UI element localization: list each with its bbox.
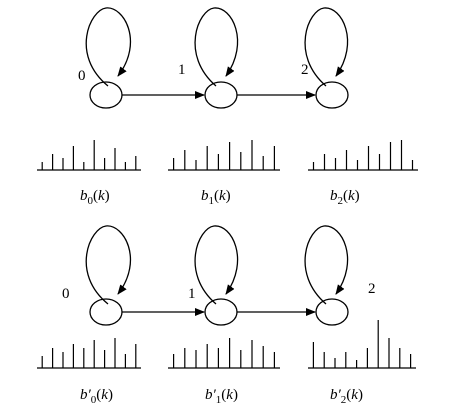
bottom-distribution-0 [37, 338, 141, 369]
top-state-2-node [315, 81, 349, 109]
top-state-0-label: 0 [78, 68, 86, 84]
top-self-loop-1 [194, 7, 239, 87]
top-self-loop-0 [85, 7, 132, 87]
bottom-self-loop-0 [85, 225, 132, 305]
caption-lparen: ( [93, 188, 98, 204]
caption-sub: 1 [216, 394, 222, 406]
caption-rparen: ) [105, 188, 110, 204]
bottom-state-1-node [204, 298, 238, 326]
bottom-state-2-node [315, 298, 349, 326]
caption-var: b [80, 188, 88, 204]
caption-arg: k [98, 188, 105, 204]
caption-sub: 2 [338, 195, 344, 207]
bottom-caption-1: b′1(k) [205, 387, 238, 406]
caption-lparen: ( [221, 387, 226, 403]
top-state-labels: 0 1 2 [78, 62, 309, 84]
caption-rparen: ) [355, 188, 360, 204]
bottom-state-labels: 0 1 2 [62, 281, 376, 302]
top-distribution-0 [37, 140, 141, 171]
caption-var: b [330, 387, 338, 403]
bottom-state-0-label: 0 [62, 286, 70, 302]
caption-arg: k [101, 387, 108, 403]
caption-prime: ′ [213, 387, 217, 403]
bottom-distribution-1 [168, 338, 280, 369]
caption-var: b [201, 188, 209, 204]
caption-var: b [330, 188, 338, 204]
bottom-state-2-label: 2 [368, 281, 376, 297]
caption-lparen: ( [343, 188, 348, 204]
bottom-caption-2: b′2(k) [330, 387, 363, 406]
caption-var: b [80, 387, 88, 403]
top-state-1-label: 1 [178, 62, 186, 78]
caption-sub: 1 [209, 195, 215, 207]
caption-lparen: ( [346, 387, 351, 403]
caption-rparen: ) [233, 387, 238, 403]
caption-sub: 0 [91, 394, 97, 406]
bottom-chain [85, 225, 349, 326]
top-caption-1: b1(k) [201, 188, 231, 207]
top-state-0-node [89, 81, 123, 109]
caption-sub: 0 [88, 195, 94, 207]
top-state-1-node [204, 81, 238, 109]
caption-arg: k [219, 188, 226, 204]
caption-sub: 2 [341, 394, 347, 406]
caption-arg: k [348, 188, 355, 204]
top-distribution-1 [168, 140, 280, 171]
top-caption-0: b0(k) [80, 188, 110, 207]
caption-arg: k [226, 387, 233, 403]
top-caption-2: b2(k) [330, 188, 360, 207]
bottom-caption-0: b′0(k) [80, 387, 113, 406]
top-distribution-2 [308, 140, 418, 171]
caption-lparen: ( [214, 188, 219, 204]
caption-rparen: ) [226, 188, 231, 204]
bottom-self-loop-2 [304, 225, 349, 305]
top-self-loop-2 [304, 7, 349, 87]
bottom-state-1-label: 1 [188, 286, 196, 302]
caption-prime: ′ [338, 387, 342, 403]
caption-rparen: ) [108, 387, 113, 403]
top-state-2-label: 2 [301, 62, 309, 78]
bottom-self-loop-1 [194, 225, 239, 305]
caption-arg: k [351, 387, 358, 403]
caption-var: b [205, 387, 213, 403]
caption-prime: ′ [88, 387, 92, 403]
caption-lparen: ( [96, 387, 101, 403]
top-chain [85, 7, 349, 109]
bottom-distribution-2 [308, 320, 416, 369]
caption-rparen: ) [358, 387, 363, 403]
